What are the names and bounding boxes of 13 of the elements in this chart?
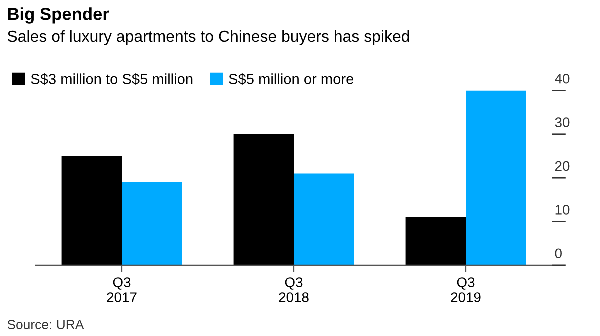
y-tick-label: 20: [555, 161, 570, 172]
y-tick-label: 10: [556, 205, 570, 215]
legend-label: S$3 million to S$5 million: [31, 73, 193, 86]
x-tick-label: Q3 2018: [279, 278, 309, 302]
y-tick-label: 40: [555, 74, 570, 84]
source-note: Source: URA: [8, 320, 84, 330]
y-tick-label: 30: [555, 118, 570, 128]
chart-title: Big Spender: [8, 8, 110, 24]
y-tick-label: 0: [555, 248, 562, 259]
x-tick-label: Q3 2019: [451, 278, 481, 302]
x-tick-label: Q3 2017: [107, 278, 137, 302]
chart-subtitle: Sales of luxury apartments to Chinese buyers has spiked: [8, 30, 410, 46]
legend-label: S$5 million or more: [229, 73, 354, 86]
